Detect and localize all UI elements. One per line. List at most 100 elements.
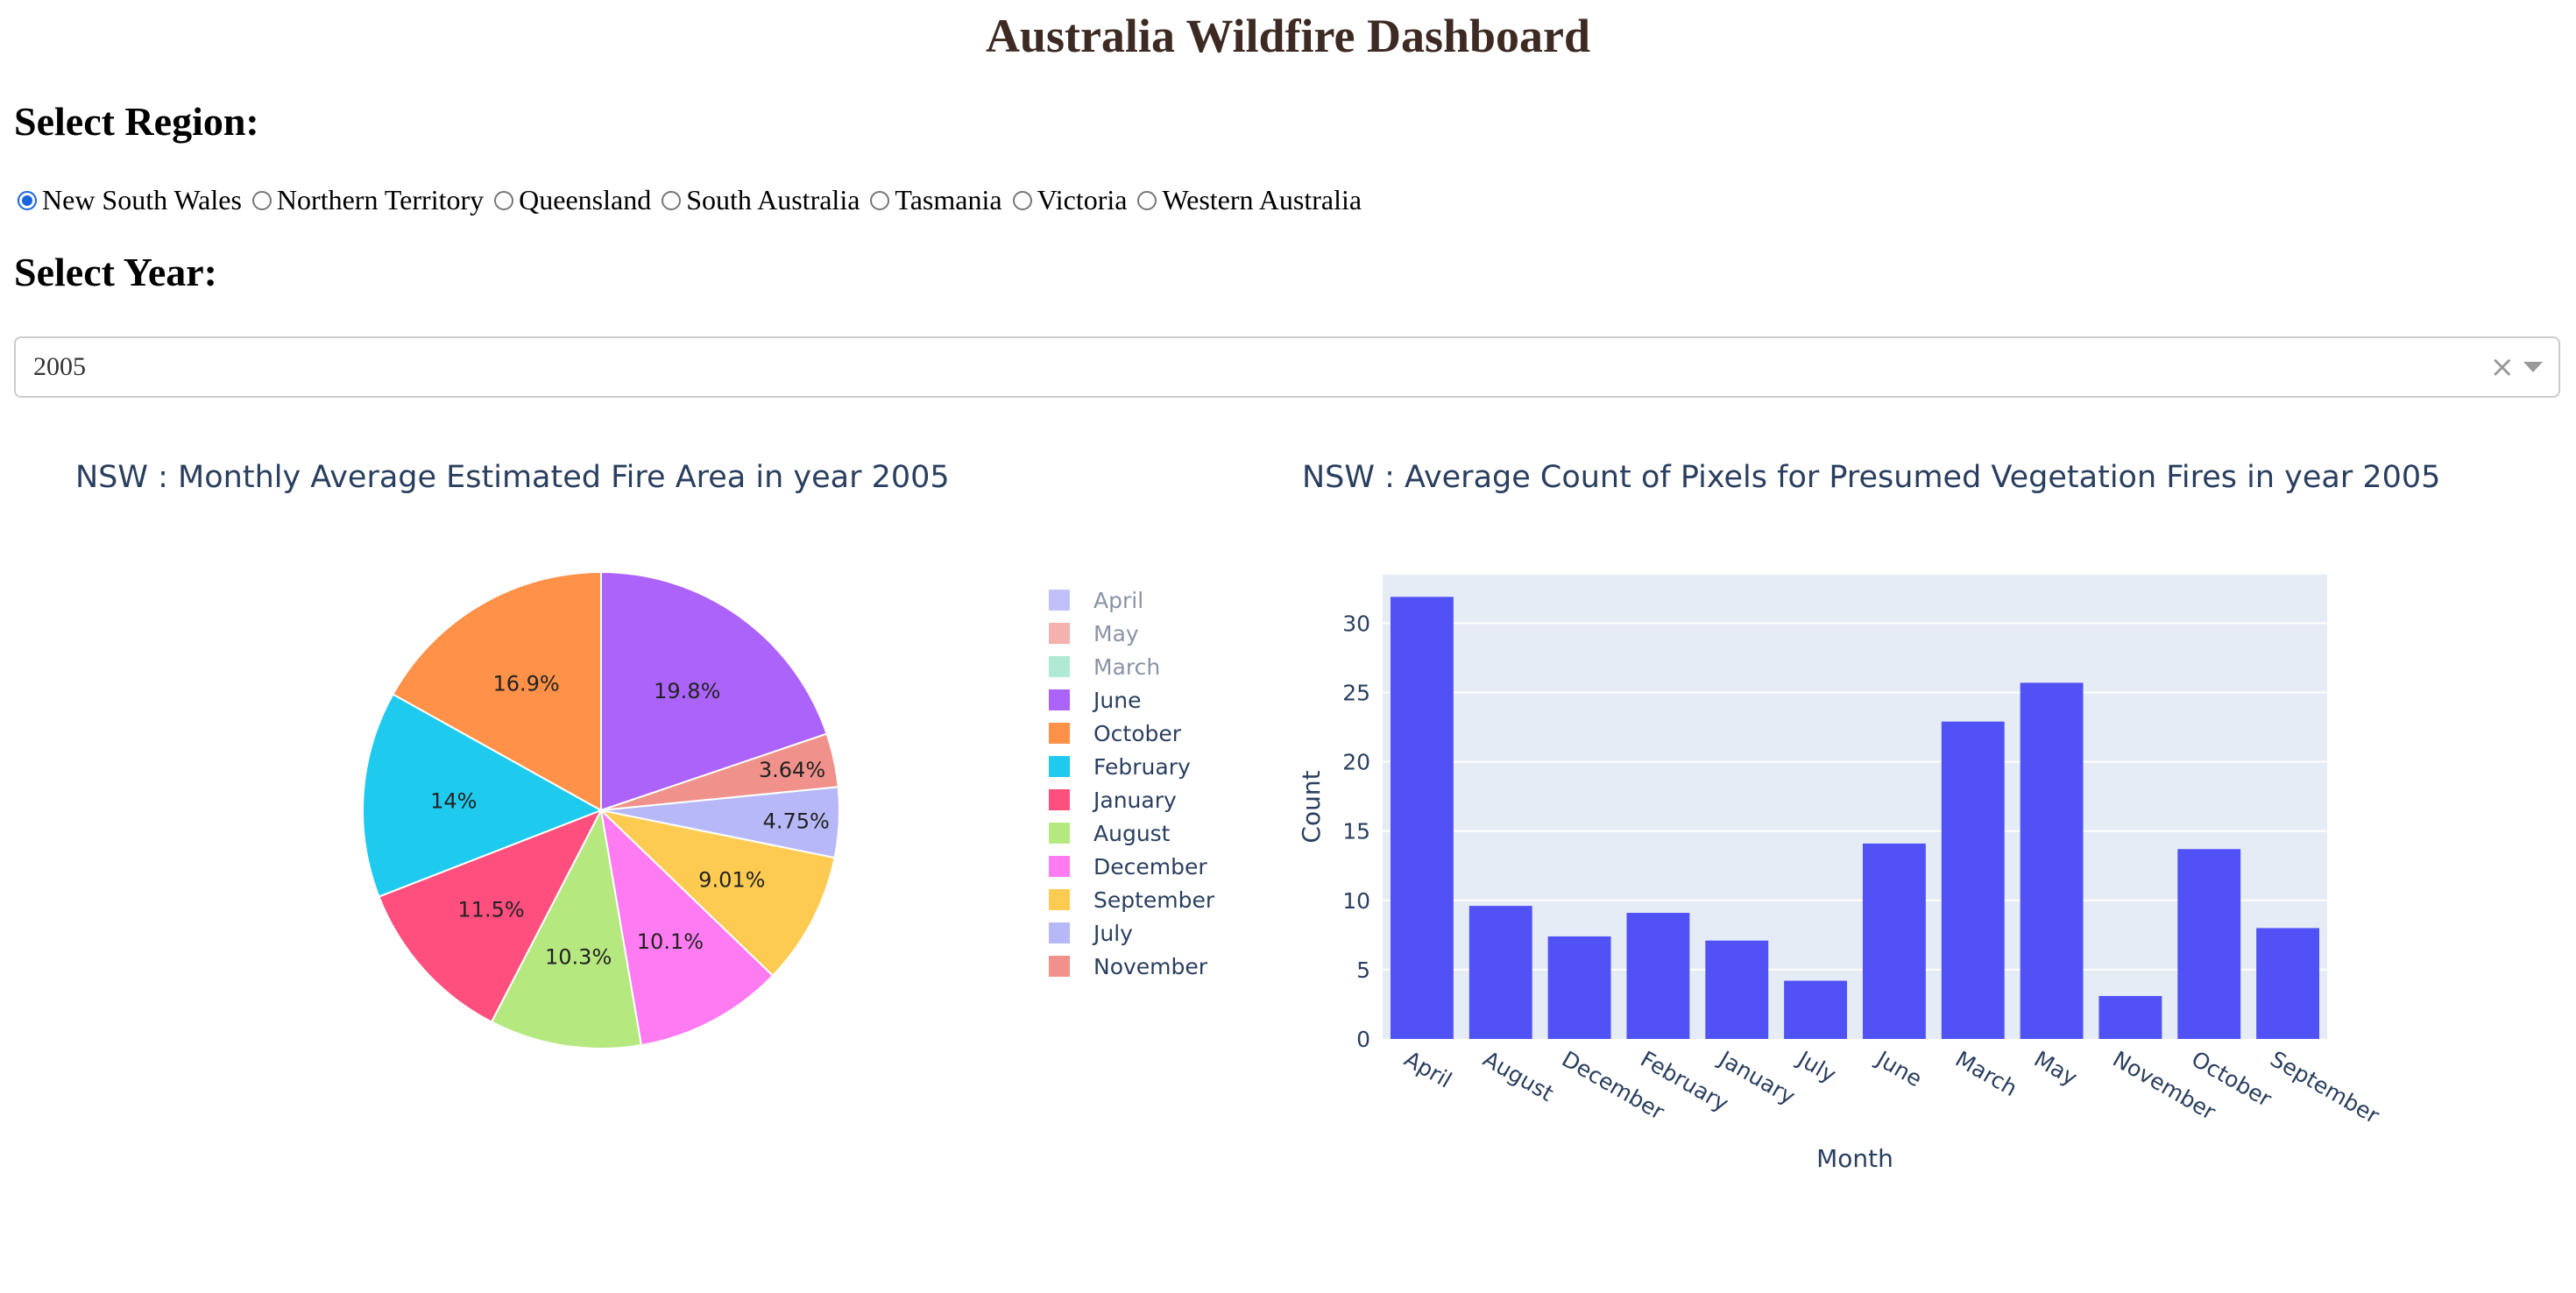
bar-november xyxy=(2098,995,2162,1039)
legend-item-august[interactable]: August xyxy=(1049,821,1171,846)
legend-item-july[interactable]: July xyxy=(1049,921,1133,946)
legend-item-june[interactable]: June xyxy=(1049,688,1141,713)
y-tick-label: 10 xyxy=(1342,888,1370,914)
region-option-south-australia[interactable]: South Australia xyxy=(662,184,860,216)
x-tick-label: July xyxy=(1792,1045,1840,1088)
legend-label: August xyxy=(1093,821,1171,846)
y-tick-label: 15 xyxy=(1342,819,1370,844)
year-dropdown-value: 2005 xyxy=(33,352,86,381)
legend-item-january[interactable]: January xyxy=(1049,788,1177,813)
legend-swatch xyxy=(1049,689,1070,710)
radio-button-icon[interactable] xyxy=(251,190,272,210)
pie-slice-label: 11.5% xyxy=(457,898,524,922)
legend-swatch xyxy=(1049,823,1070,844)
bar-january xyxy=(1705,940,1769,1039)
radio-button-icon[interactable] xyxy=(18,190,37,210)
legend-item-november[interactable]: November xyxy=(1049,954,1208,979)
region-option-western-australia[interactable]: Western Australia xyxy=(1137,184,1362,216)
legend-label: October xyxy=(1093,721,1182,746)
radio-button-icon[interactable] xyxy=(870,190,890,210)
legend-item-october[interactable]: October xyxy=(1049,721,1182,746)
legend-label: February xyxy=(1093,754,1191,780)
pie-slice-label: 19.8% xyxy=(654,679,720,703)
legend-swatch xyxy=(1049,922,1070,943)
legend-label: January xyxy=(1092,788,1177,813)
legend-item-september[interactable]: September xyxy=(1049,887,1215,913)
pie-slice-label: 16.9% xyxy=(492,672,559,696)
bar-september xyxy=(2256,928,2320,1039)
bar-march xyxy=(1941,721,2005,1039)
pie-chart: NSW : Monthly Average Estimated Fire Are… xyxy=(75,460,1215,1049)
legend-item-february[interactable]: February xyxy=(1049,754,1191,780)
legend-item-march[interactable]: March xyxy=(1049,654,1160,680)
bar-july xyxy=(1784,980,1848,1039)
region-option-label: Victoria xyxy=(1037,184,1128,216)
radio-button-icon[interactable] xyxy=(662,190,682,210)
legend-item-may[interactable]: May xyxy=(1049,621,1139,646)
legend-item-april[interactable]: April xyxy=(1049,588,1143,613)
pie-slice-june xyxy=(600,570,828,812)
radio-button-icon[interactable] xyxy=(1012,190,1032,210)
y-axis-label: Count xyxy=(1297,770,1326,843)
page-title: Australia Wildfire Dashboard xyxy=(985,10,1591,62)
pie-slice-label: 14% xyxy=(430,788,477,813)
legend-swatch xyxy=(1049,656,1070,677)
y-tick-label: 30 xyxy=(1342,611,1370,636)
chevron-down-icon[interactable] xyxy=(2523,362,2543,372)
pie-slice-august xyxy=(490,807,643,1049)
pie-slice-january xyxy=(378,809,604,1023)
legend-swatch xyxy=(1049,789,1070,810)
region-option-tasmania[interactable]: Tasmania xyxy=(870,184,1002,216)
bar-chart-title: NSW : Average Count of Pixels for Presum… xyxy=(1302,460,2440,495)
legend-swatch xyxy=(1049,723,1070,744)
region-option-victoria[interactable]: Victoria xyxy=(1012,184,1128,216)
year-heading: Select Year: xyxy=(14,250,217,294)
bar-february xyxy=(1626,913,1690,1039)
legend-label: March xyxy=(1093,654,1160,680)
pie-slice-label: 10.1% xyxy=(637,929,704,954)
x-tick-label: March xyxy=(1951,1046,2022,1101)
x-tick-label: September xyxy=(2266,1046,2384,1129)
radio-button-icon[interactable] xyxy=(1137,190,1157,210)
clear-icon[interactable]: × xyxy=(2489,350,2516,385)
bar-april xyxy=(1390,597,1454,1039)
region-option-label: Western Australia xyxy=(1162,184,1362,216)
legend-swatch xyxy=(1049,623,1070,644)
x-tick-label: April xyxy=(1400,1046,1456,1093)
bar-june xyxy=(1862,843,1926,1039)
region-option-queensland[interactable]: Queensland xyxy=(494,184,651,216)
region-option-label: Tasmania xyxy=(895,184,1002,216)
legend-item-december[interactable]: December xyxy=(1049,854,1207,880)
pie-slice-september xyxy=(598,809,836,978)
pie-slice-december xyxy=(599,808,775,1047)
pie-slice-label: 9.01% xyxy=(698,867,765,892)
region-option-northern-territory[interactable]: Northern Territory xyxy=(251,184,485,216)
bar-october xyxy=(2177,849,2241,1039)
y-tick-label: 20 xyxy=(1342,750,1370,775)
legend-label: June xyxy=(1092,688,1141,713)
region-option-label: Northern Territory xyxy=(276,184,485,216)
legend-label: September xyxy=(1093,887,1215,913)
pie-slice-october xyxy=(392,570,602,812)
pie-slice-february xyxy=(362,693,604,898)
pie-chart-title: NSW : Monthly Average Estimated Fire Are… xyxy=(75,460,950,495)
bar-may xyxy=(2020,682,2084,1039)
y-tick-label: 5 xyxy=(1356,957,1370,983)
y-tick-label: 0 xyxy=(1356,1027,1370,1052)
pie-slice-label: 10.3% xyxy=(545,945,612,970)
region-option-new-south-wales[interactable]: New South Wales xyxy=(18,184,242,216)
pie-slice-label: 4.75% xyxy=(763,809,830,833)
bar-chart: NSW : Average Count of Pixels for Presum… xyxy=(1297,460,2440,1173)
radio-button-icon[interactable] xyxy=(494,190,514,210)
year-dropdown[interactable]: 2005 × xyxy=(14,336,2560,398)
x-axis-label: Month xyxy=(1816,1144,1893,1173)
legend-swatch xyxy=(1049,889,1070,910)
legend-swatch xyxy=(1049,590,1070,611)
x-tick-label: June xyxy=(1871,1045,1926,1092)
region-option-label: Queensland xyxy=(519,184,652,216)
legend-label: December xyxy=(1093,854,1207,880)
bar-august xyxy=(1468,906,1532,1039)
legend-swatch xyxy=(1049,956,1070,977)
y-tick-label: 25 xyxy=(1342,680,1370,705)
legend-swatch xyxy=(1049,856,1070,877)
